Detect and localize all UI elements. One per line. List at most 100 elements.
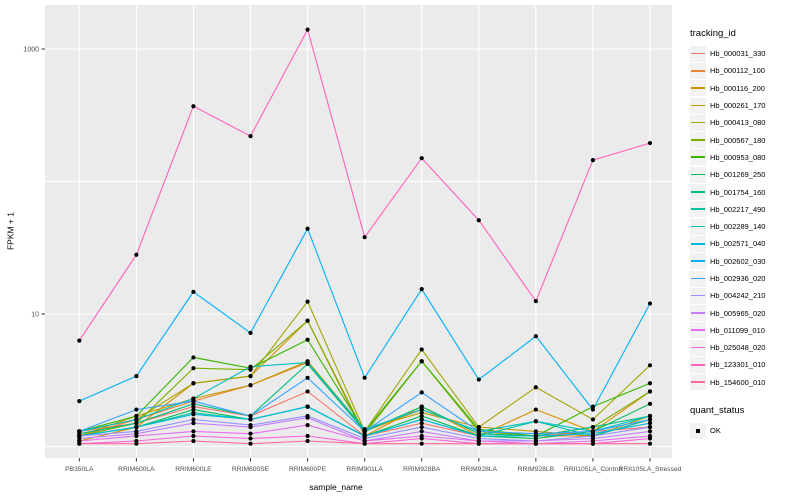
legend-item-Hb_004242_210: Hb_004242_210 [690,287,800,304]
data-point [647,421,653,426]
legend-title-quant-status: quant_status [690,404,745,416]
data-point [647,441,653,446]
data-point [419,436,424,441]
data-point [476,218,481,223]
legend-swatch [691,277,705,280]
point-icon [696,428,700,433]
legend-label: Hb_011099_010 [710,325,765,335]
data-point [134,417,139,422]
legend-swatch [691,363,705,366]
legend-item-quant-OK: OK [690,422,800,439]
legend-item-Hb_002936_020: Hb_002936_020 [690,270,800,287]
legend-swatch [691,346,705,349]
data-point [77,338,82,343]
legend-item-Hb_002602_030: Hb_002602_030 [690,253,800,270]
legend-label: Hb_002289_140 [710,222,766,232]
data-point [134,421,139,426]
data-point [248,373,253,379]
legend-key-line [690,253,706,270]
data-point [419,287,424,292]
legend-item-Hb_011099_010: Hb_011099_010 [690,322,800,339]
legend-key-line [690,270,706,287]
data-point [305,389,310,394]
data-point [533,431,538,436]
data-point [647,389,653,394]
data-point [305,375,310,380]
legend-swatch [691,208,705,210]
legend-item-Hb_000413_080: Hb_000413_080 [690,114,800,131]
legend-swatch [691,104,705,107]
data-point [134,373,139,379]
data-point [305,404,310,409]
legend-key-line [690,132,706,149]
x-tick-label: RRIM600LE [175,466,212,473]
data-point [305,415,310,420]
data-point [134,252,139,257]
legend-swatch [691,242,705,245]
legend-key-line [690,62,706,79]
data-point [419,404,424,409]
legend-item-Hb_000261_170: Hb_000261_170 [690,97,800,114]
legend-item-Hb_000031_330: Hb_000031_330 [690,45,800,62]
data-point [305,438,310,444]
legend-label: Hb_002571_040 [710,239,766,249]
legend-label: Hb_154600_010 [710,377,766,387]
data-point [419,390,424,395]
data-point [419,425,424,430]
data-point [134,413,139,419]
legend-swatch [691,121,705,124]
data-point [305,226,310,231]
data-point [248,436,253,441]
legend-swatch [691,139,705,141]
legend-swatch [691,52,705,55]
data-point [419,156,424,161]
data-point [305,299,310,304]
legend-key-line [690,339,706,356]
legend-item-Hb_000116_200: Hb_000116_200 [690,80,800,97]
legend-label: Hb_000567_180 [710,135,766,145]
legend-swatch [691,329,705,331]
y-tick-label: 1000 [23,47,39,54]
data-point [134,425,139,430]
legend-label: Hb_123301_010 [710,360,766,370]
legend: tracking_id Hb_000031_330 Hb_000112_100 Hb… [690,28,800,439]
data-point [419,421,424,426]
data-point [362,375,367,380]
data-point [191,289,196,294]
legend-item-Hb_001754_160: Hb_001754_160 [690,183,800,201]
legend-item-Hb_002217_490: Hb_002217_490 [690,201,800,218]
data-point [191,433,196,439]
data-point [590,158,596,163]
data-point [590,441,596,446]
x-tick-label: RRIM600PE [289,466,327,473]
data-point [248,413,253,419]
data-point [191,355,196,360]
data-point [590,429,596,434]
data-point [419,441,424,446]
legend-quant-entries: OK [690,422,800,439]
data-point [248,364,253,369]
y-tick-label: 10 [31,312,39,319]
data-point [305,27,310,32]
data-point [419,413,424,419]
data-point [191,412,196,417]
legend-item-Hb_000567_180: Hb_000567_180 [690,131,800,149]
data-point [533,299,538,304]
legend-swatch [691,191,705,193]
data-point [77,441,82,446]
data-point [590,417,596,422]
legend-item-Hb_123301_010: Hb_123301_010 [690,356,800,373]
legend-key-line [690,97,706,114]
legend-series-entries: Hb_000031_330 Hb_000112_100 Hb_000116_200 H… [690,45,800,391]
legend-key-line [690,114,706,131]
data-point [647,417,653,422]
data-point [419,407,424,412]
data-point [419,417,424,422]
data-point [476,377,481,382]
legend-key-line [690,149,706,166]
legend-key-line [690,80,706,97]
legend-label: Hb_000261_170 [710,101,766,111]
legend-swatch [691,69,705,72]
legend-swatch [691,294,705,297]
data-point [305,337,310,342]
